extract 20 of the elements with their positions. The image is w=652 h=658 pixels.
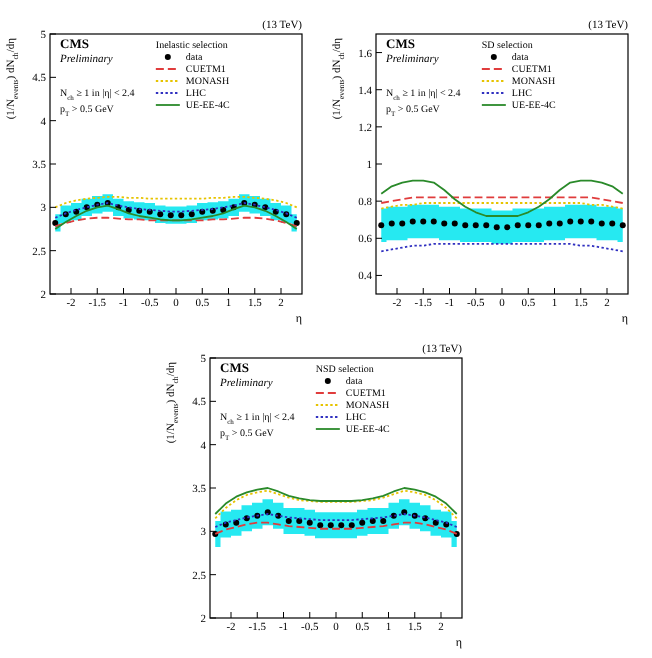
point (293, 219, 300, 226)
point (317, 522, 324, 529)
point (157, 211, 164, 218)
point (167, 212, 174, 219)
point (306, 519, 313, 526)
point (52, 219, 59, 226)
point (285, 517, 292, 524)
point (296, 517, 303, 524)
point (338, 522, 345, 529)
point (432, 519, 439, 526)
line-series (380, 179, 624, 217)
point (188, 211, 195, 218)
point (359, 519, 366, 526)
point (327, 522, 334, 529)
point (178, 212, 185, 219)
point (380, 517, 387, 524)
line-series (54, 202, 298, 219)
point (233, 519, 240, 526)
point (369, 517, 376, 524)
point (348, 522, 355, 529)
